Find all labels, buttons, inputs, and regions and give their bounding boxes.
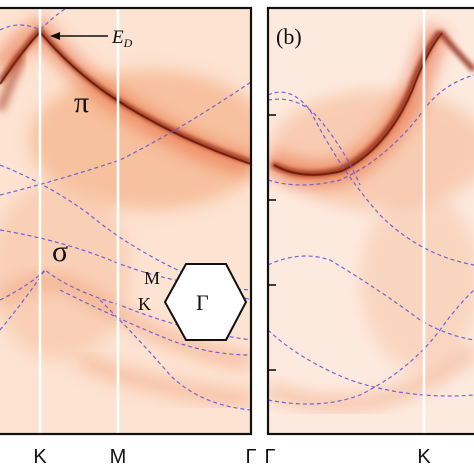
left-panel-frame: [0, 6, 253, 436]
panel-label-b: (b): [276, 24, 302, 49]
right-dashed-line: [268, 98, 361, 186]
left-dashed-line: [0, 269, 46, 331]
left-dashed-line: [0, 164, 251, 301]
right-dashed-line: [268, 74, 474, 186]
dirac-energy-arrow-head: [50, 32, 60, 40]
left-pi-band-core: [0, 30, 251, 165]
left-diffuse-glow: [30, 70, 251, 210]
left-diffuse-glow-lower: [0, 180, 130, 360]
right-pi-band-core: [273, 32, 443, 176]
brillouin-zone-hexagon: [163, 263, 248, 341]
x-axis-label-k-left: K: [33, 446, 47, 468]
right-dashed-line: [268, 255, 474, 341]
right-dashed-line: [268, 289, 474, 405]
right-pi-band-right: [437, 30, 474, 73]
dirac-energy-label: ED: [111, 27, 133, 50]
x-axis-label-gamma-right: Γ: [264, 446, 275, 468]
right-dashed-line: [268, 329, 474, 397]
dirac-energy-symbol: E: [111, 27, 124, 48]
right-panel-frame: [266, 6, 474, 436]
bz-label-m: M: [144, 268, 160, 288]
left-dashed-line: [0, 229, 251, 291]
x-axis-label-gamma-left: Γ: [245, 446, 256, 468]
sigma-band-label: σ: [52, 235, 68, 268]
x-axis-label-k-right: K: [417, 446, 431, 468]
x-axis-label-m: M: [110, 446, 127, 468]
dirac-energy-subscript: D: [123, 36, 133, 50]
right-lower-glow: [268, 343, 474, 412]
left-edge-streak: [0, 53, 26, 112]
right-panel: [268, 8, 474, 434]
bz-label-k: K: [138, 294, 151, 314]
left-dashed-line: [99, 299, 251, 411]
left-panel: [0, 8, 251, 434]
bz-label-gamma: Γ: [196, 290, 209, 315]
left-dashed-line: [59, 289, 251, 356]
right-dashed-line: [268, 91, 474, 266]
right-diffuse-glow-lower: [360, 190, 474, 370]
pi-band-label: π: [74, 86, 89, 119]
left-lower-glow: [76, 351, 251, 409]
left-dashed-line: [0, 269, 251, 341]
